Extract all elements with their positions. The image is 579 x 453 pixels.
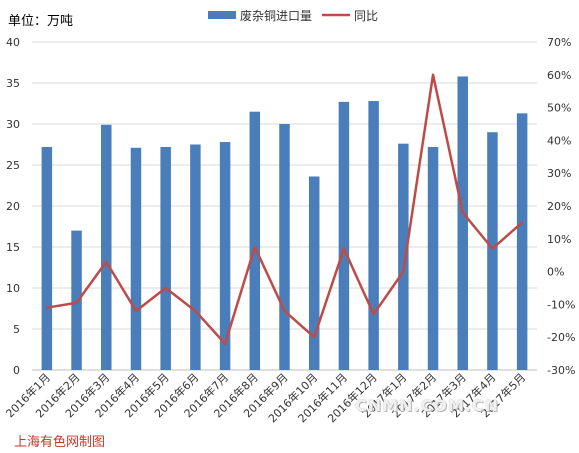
line-point	[431, 73, 435, 77]
line-point	[283, 309, 286, 313]
bar	[308, 176, 320, 370]
line-point	[194, 309, 197, 313]
line-point	[134, 309, 138, 313]
bar	[219, 142, 231, 370]
line-point	[164, 286, 167, 290]
y-right-tick-label: 50%	[547, 102, 571, 115]
bar	[427, 146, 439, 370]
line-point	[461, 211, 464, 214]
bar	[190, 144, 201, 370]
watermark: CNMN.COM.CN	[355, 396, 499, 415]
y-right-tick-label: 0%	[547, 266, 564, 279]
line-point	[223, 342, 227, 345]
bar	[368, 101, 379, 370]
line-point	[491, 247, 494, 250]
y-left-tick-label: 25	[6, 159, 20, 172]
unit-label: 单位：万吨	[8, 14, 74, 29]
bar	[338, 101, 350, 371]
y-right-tick-label: -20%	[547, 331, 575, 344]
y-left-tick-label: 30	[6, 118, 20, 131]
legend-swatch-bar	[208, 11, 236, 19]
bar	[279, 124, 290, 370]
line-point	[313, 336, 316, 339]
bar	[160, 146, 171, 370]
y-left-tick-label: 20	[6, 200, 20, 213]
bar	[130, 147, 142, 370]
y-right-tick-label: -30%	[547, 364, 575, 377]
bar	[516, 113, 528, 370]
bar	[41, 146, 53, 370]
y-right-tick-label: 20%	[547, 200, 571, 213]
line-point	[372, 313, 375, 316]
y-right-tick-label: 60%	[547, 69, 571, 82]
y-left-tick-label: 10	[6, 282, 20, 295]
bar	[101, 124, 112, 370]
line-point	[342, 247, 346, 250]
y-left-tick-label: 15	[6, 241, 20, 254]
line-point	[75, 301, 78, 304]
y-left-tick-label: 40	[6, 36, 20, 49]
y-left-tick-label: 5	[13, 323, 20, 336]
source-label: 上海有色网制图	[14, 435, 106, 450]
line-point	[402, 270, 405, 273]
y-right-tick-label: 10%	[547, 233, 571, 246]
y-right-tick-label: -10%	[547, 298, 575, 311]
y-left-tick-label: 0	[13, 364, 20, 377]
y-right-tick-label: 30%	[547, 167, 571, 180]
bar	[71, 230, 82, 370]
bar	[457, 76, 468, 370]
bar	[487, 132, 498, 370]
legend-label: 废杂铜进口量	[240, 8, 312, 23]
legend-label: 同比	[354, 9, 378, 23]
bar	[249, 111, 261, 370]
y-right-tick-label: 40%	[547, 134, 571, 147]
line-point	[253, 245, 256, 249]
y-left-tick-label: 35	[6, 77, 20, 90]
line-point	[105, 260, 108, 263]
line-point	[45, 306, 49, 309]
bar	[398, 143, 409, 370]
line-point	[520, 221, 524, 224]
y-right-tick-label: 70%	[547, 36, 571, 49]
